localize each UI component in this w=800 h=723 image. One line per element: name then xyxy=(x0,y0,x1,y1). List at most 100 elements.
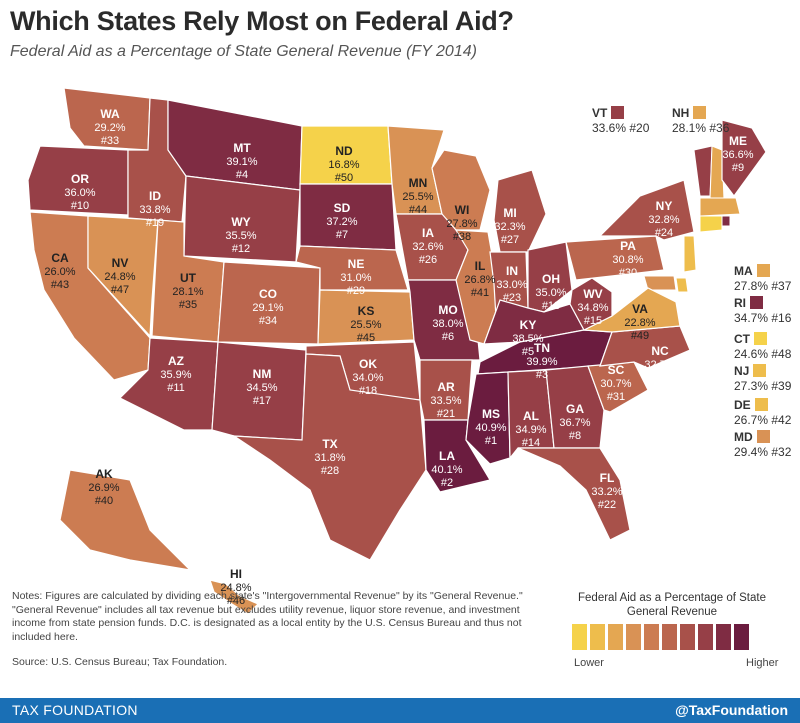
state-ne-abbr: NE xyxy=(348,257,365,271)
state-fl-abbr: FL xyxy=(600,471,615,485)
callout-ri-swatch xyxy=(750,296,763,309)
legend-color-scale xyxy=(572,624,749,650)
state-nv-val: 24.8% xyxy=(104,271,135,283)
state-label-mi: MI 32.3% #27 xyxy=(494,206,525,246)
state-shape-ga xyxy=(545,365,605,449)
callout-nj-text: 27.3% #39 xyxy=(734,379,792,393)
state-ga-abbr: GA xyxy=(566,402,584,416)
footer-brand: TAX FOUNDATION xyxy=(12,702,138,718)
callout-de-abbr: DE xyxy=(734,398,751,412)
callout-md-swatch xyxy=(756,430,770,443)
state-ca-abbr: CA xyxy=(51,251,69,265)
callout-ma-text: 27.8% #37 xyxy=(734,279,792,293)
footer-bar: TAX FOUNDATION @TaxFoundation xyxy=(0,698,800,723)
state-shape-ri xyxy=(721,215,731,227)
state-ks-abbr: KS xyxy=(358,304,375,318)
state-al-abbr: AL xyxy=(523,409,539,423)
state-ut-rank: #35 xyxy=(179,299,197,311)
state-me-abbr: ME xyxy=(729,134,747,148)
state-label-nm: NM 34.5% #17 xyxy=(246,367,277,407)
state-co-val: 29.1% xyxy=(252,302,283,314)
legend-swatch-2 xyxy=(590,624,605,650)
state-shape-il xyxy=(454,229,501,345)
state-label-hi: HI 24.8% #46 xyxy=(220,567,251,607)
callout-vt: VT 33.6% #20 xyxy=(592,106,649,136)
state-ar-rank: #21 xyxy=(437,408,455,420)
callout-vt-swatch xyxy=(611,106,625,119)
state-mn-val: 25.5% xyxy=(402,191,433,203)
state-tn-abbr: TN xyxy=(534,341,550,355)
state-wy-abbr: WY xyxy=(231,215,250,229)
state-ms-val: 40.9% xyxy=(475,422,506,434)
legend-swatch-3 xyxy=(608,624,623,650)
callout-vt-abbr: VT xyxy=(592,106,608,120)
state-ky-rank: #5 xyxy=(522,346,534,358)
callout-ct-text: 24.6% #48 xyxy=(734,347,792,361)
state-nd-rank: #50 xyxy=(335,172,353,184)
state-wv-rank: #15 xyxy=(584,315,602,327)
state-wi-val: 27.8% xyxy=(446,218,477,230)
state-tn-rank: #3 xyxy=(536,369,548,381)
state-sd-rank: #7 xyxy=(336,229,348,241)
state-shape-wi xyxy=(431,149,491,231)
state-label-mt: MT 39.1% #4 xyxy=(226,141,257,181)
state-hi-val: 24.8% xyxy=(220,582,251,594)
state-nc-val: 32.7% xyxy=(644,359,675,371)
callout-nj: NJ 27.3% #39 xyxy=(734,364,791,394)
state-label-ut: UT 28.1% #35 xyxy=(172,271,203,311)
state-wi-abbr: WI xyxy=(455,203,470,217)
state-ga-val: 36.7% xyxy=(559,417,590,429)
state-ny-val: 32.8% xyxy=(648,214,679,226)
state-mt-abbr: MT xyxy=(233,141,251,155)
state-or-abbr: OR xyxy=(71,172,89,186)
state-nv-rank: #47 xyxy=(111,284,129,296)
state-id-rank: #19 xyxy=(146,217,164,229)
state-shape-de xyxy=(675,277,689,293)
state-label-ny: NY 32.8% #24 xyxy=(648,199,679,239)
state-ne-val: 31.0% xyxy=(340,272,371,284)
state-ok-val: 34.0% xyxy=(352,372,383,384)
state-shape-tx xyxy=(231,353,427,561)
state-sc-abbr: SC xyxy=(608,363,625,377)
footer-handle[interactable]: @TaxFoundation xyxy=(675,702,788,718)
state-tx-val: 31.8% xyxy=(314,452,345,464)
state-wa-val: 29.2% xyxy=(94,122,125,134)
state-label-nv: NV 24.8% #47 xyxy=(104,256,135,296)
state-shape-oh xyxy=(527,241,573,313)
state-label-fl: FL 33.2% #22 xyxy=(591,471,622,511)
state-ny-rank: #24 xyxy=(655,227,673,239)
state-hi-abbr: HI xyxy=(230,567,242,581)
state-label-ne: NE 31.0% #29 xyxy=(340,257,371,297)
state-label-ak: AK 26.9% #40 xyxy=(88,467,119,507)
state-in-abbr: IN xyxy=(506,264,518,278)
legend-swatch-9 xyxy=(716,624,731,650)
state-in-rank: #23 xyxy=(503,292,521,304)
callout-ct-swatch xyxy=(754,332,767,345)
state-label-ok: OK 34.0% #18 xyxy=(352,357,383,397)
callout-de-swatch xyxy=(754,398,768,411)
state-wy-rank: #12 xyxy=(232,243,250,255)
state-id-val: 33.8% xyxy=(139,204,170,216)
callout-nh-swatch xyxy=(693,106,707,119)
state-ak-abbr: AK xyxy=(95,467,113,481)
state-label-la: LA 40.1% #2 xyxy=(431,449,462,489)
state-nd-abbr: ND xyxy=(335,144,353,158)
callout-nj-swatch xyxy=(753,364,767,377)
callout-nh: NH 28.1% #36 xyxy=(672,106,729,136)
state-shape-md xyxy=(643,275,677,291)
callout-ma-swatch xyxy=(756,264,770,277)
state-ky-abbr: KY xyxy=(520,318,537,332)
state-mn-rank: #44 xyxy=(409,204,427,216)
state-shape-or xyxy=(27,145,129,216)
state-ks-val: 25.5% xyxy=(350,319,381,331)
state-co-rank: #34 xyxy=(259,315,277,327)
state-shape-ny xyxy=(598,179,695,241)
state-mt-val: 39.1% xyxy=(226,156,257,168)
state-ny-abbr: NY xyxy=(656,199,673,213)
legend-swatch-8 xyxy=(698,624,713,650)
state-label-nc: NC 32.7% #25 xyxy=(644,344,675,384)
state-nc-abbr: NC xyxy=(651,344,669,358)
state-me-rank: #9 xyxy=(732,162,744,174)
state-or-val: 36.0% xyxy=(64,187,95,199)
state-wa-abbr: WA xyxy=(100,107,120,121)
